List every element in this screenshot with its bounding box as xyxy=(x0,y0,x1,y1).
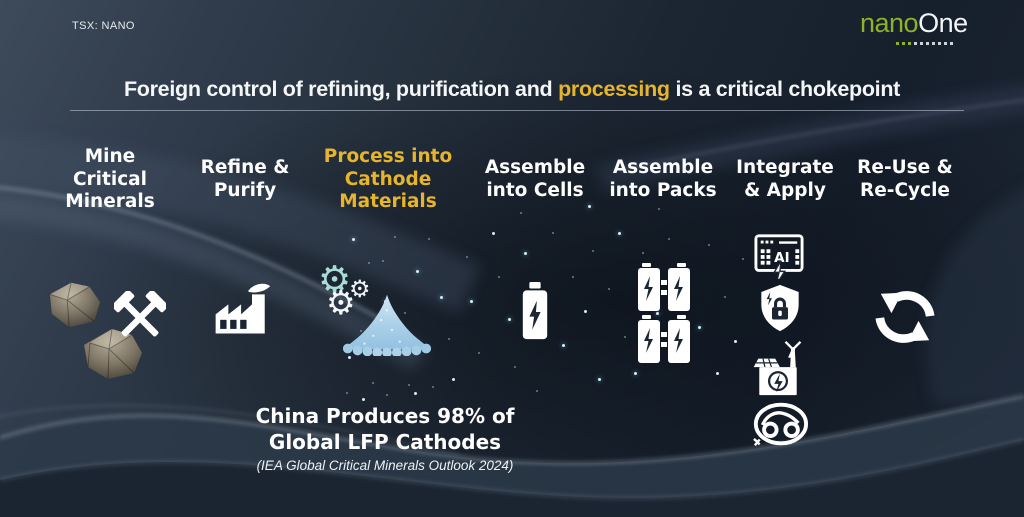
stage-cells: Assemble into Cells xyxy=(468,141,602,219)
ai-label: AI xyxy=(774,251,789,266)
title-pre: Foreign control of refining, purificatio… xyxy=(123,77,559,101)
stage-mine: Mine Critical Minerals xyxy=(35,141,185,219)
title-highlight: processing xyxy=(558,77,670,101)
security-shield-icon xyxy=(761,284,799,332)
logo-dots xyxy=(896,42,899,45)
ai-server-icon: AI xyxy=(754,234,804,279)
stage-integrate: Integrate & Apply xyxy=(723,141,847,219)
stage-process: Process into Cathode Materials xyxy=(316,141,460,219)
powder-pile-icon xyxy=(342,294,432,356)
sparkle-particles-dim xyxy=(0,0,2,2)
crossed-hammers-icon xyxy=(114,291,166,337)
battery-cell-icon xyxy=(522,281,548,340)
rock-icon xyxy=(49,282,101,328)
callout-source: (IEA Global Critical Minerals Outlook 20… xyxy=(256,458,514,474)
logo-nano-text: nano xyxy=(860,8,919,38)
logo-one-text: One xyxy=(918,8,968,38)
stage-label-process: Process into Cathode Materials xyxy=(323,146,453,213)
battery-pack-icon xyxy=(638,263,690,311)
nanoone-logo: nanoOne xyxy=(860,10,968,37)
gear-icon: ⚙ xyxy=(318,258,352,301)
stage-label-packs: Assemble into Packs xyxy=(609,157,717,201)
rock-icon xyxy=(84,328,142,380)
gear-icon: ⚙ xyxy=(349,275,371,303)
factory-icon xyxy=(215,283,271,334)
stage-label-integrate: Integrate & Apply xyxy=(736,157,834,201)
china-callout: China Produces 98% of Global LFP Cathode… xyxy=(230,404,540,473)
electric-car-icon xyxy=(753,402,809,447)
stage-refine: Refine & Purify xyxy=(178,141,312,219)
stage-reuse: Re-Use & Re-Cycle xyxy=(843,141,967,219)
title-underline xyxy=(70,110,964,111)
ticker-label: TSX: NANO xyxy=(72,20,135,32)
stage-label-reuse: Re-Use & Re-Cycle xyxy=(857,157,953,201)
stage-packs: Assemble into Packs xyxy=(596,141,730,219)
gear-icon: ⚙ xyxy=(326,283,356,322)
callout-line-2: Global LFP Cathodes xyxy=(268,429,502,454)
recycle-arrows-icon xyxy=(875,291,935,343)
page-title: Foreign control of refining, purificatio… xyxy=(0,77,1024,102)
stage-label-cells: Assemble into Cells xyxy=(484,157,586,201)
callout-line-1: China Produces 98% of xyxy=(255,404,515,428)
battery-pack-icon xyxy=(638,315,690,363)
stage-label-refine: Refine & Purify xyxy=(200,157,290,201)
title-post: is a critical chokepoint xyxy=(669,77,901,101)
renewable-storage-icon xyxy=(753,340,802,396)
stage-label-mine: Mine Critical Minerals xyxy=(65,146,155,213)
